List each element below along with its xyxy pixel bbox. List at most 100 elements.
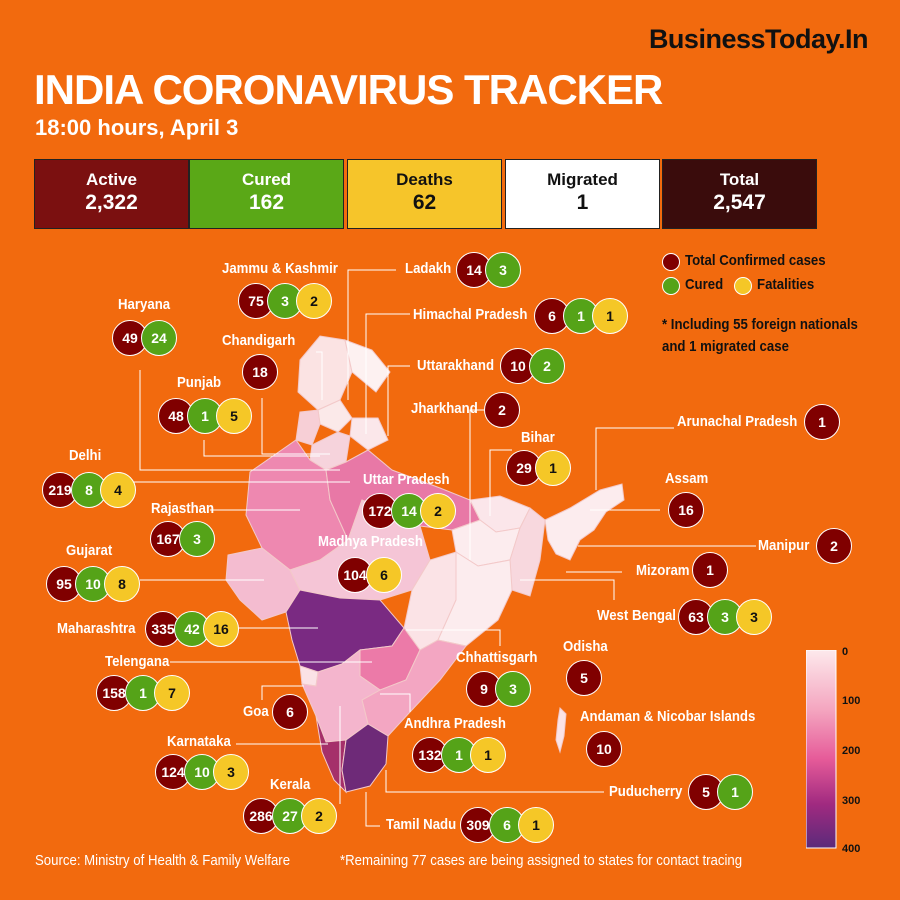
state-bubbles: 29 1 xyxy=(506,450,571,486)
state-name: Arunachal Pradesh xyxy=(677,413,798,430)
fatalities-count: 2 xyxy=(420,493,456,529)
state-bubbles: 172 14 2 xyxy=(362,493,456,529)
state-name: Puducherry xyxy=(609,783,683,800)
state-name: Uttarakhand xyxy=(417,357,495,374)
state-bubbles: 14 3 xyxy=(456,252,521,288)
state-bubbles: 95 10 8 xyxy=(46,566,140,602)
state-bubbles: 5 1 xyxy=(688,774,753,810)
state-bubbles: 75 3 2 xyxy=(238,283,332,319)
summary-value: 2,322 xyxy=(85,191,138,214)
confirmed-count: 1 xyxy=(692,552,728,588)
confirmed-count: 2 xyxy=(816,528,852,564)
source-note: Source: Ministry of Health & Family Welf… xyxy=(35,852,291,869)
region-odisha xyxy=(437,551,513,647)
state-bubbles: 10 xyxy=(586,731,622,767)
fatalities-count: 6 xyxy=(366,557,402,593)
confirmed-count: 16 xyxy=(668,492,704,528)
legend-confirmed-label: Total Confirmed cases xyxy=(685,252,826,269)
page-subtitle: 18:00 hours, April 3 xyxy=(35,115,239,140)
fatalities-count: 2 xyxy=(296,283,332,319)
cured-count: 24 xyxy=(141,320,177,356)
legend-cured-dot xyxy=(662,277,680,295)
region-northeast xyxy=(544,483,625,561)
fatalities-count: 16 xyxy=(203,611,239,647)
state-name: Uttar Pradesh xyxy=(363,471,450,488)
cured-count: 3 xyxy=(179,521,215,557)
state-name: Bihar xyxy=(521,429,555,446)
state-name: Punjab xyxy=(177,374,222,391)
summary-box-migrated: Migrated 1 xyxy=(505,159,660,229)
state-bubbles: 18 xyxy=(242,354,278,390)
cured-count: 8 xyxy=(71,472,107,508)
summary-label: Active xyxy=(85,170,138,189)
cured-count: 6 xyxy=(489,807,525,843)
scale-label: 300 xyxy=(842,795,861,807)
state-name: Chhattisgarh xyxy=(456,649,538,666)
state-bubbles: 9 3 xyxy=(466,671,531,707)
fatalities-count: 4 xyxy=(100,472,136,508)
legend-cured-label: Cured xyxy=(685,276,724,293)
state-bubbles: 2 xyxy=(816,528,852,564)
fatalities-count: 3 xyxy=(213,754,249,790)
confirmed-count: 5 xyxy=(566,660,602,696)
summary-box-active: Active 2,322 xyxy=(34,159,189,229)
summary-box-total: Total 2,547 xyxy=(662,159,817,229)
confirmed-count: 2 xyxy=(484,392,520,428)
legend-note: * Including 55 foreign nationals and 1 m… xyxy=(662,316,858,355)
region-punjab xyxy=(295,409,321,446)
cured-count: 1 xyxy=(717,774,753,810)
state-name: Maharashtra xyxy=(57,620,136,637)
confirmed-count: 132 xyxy=(412,737,448,773)
state-bubbles: 2 xyxy=(484,392,520,428)
state-bubbles: 5 xyxy=(566,660,602,696)
state-name: Tamil Nadu xyxy=(386,816,457,833)
state-name: Mizoram xyxy=(636,562,690,579)
summary-label: Total xyxy=(719,170,760,189)
legend-fatalities-dot xyxy=(734,277,752,295)
state-name: Madhya Pradesh xyxy=(318,533,423,550)
confirmed-count: 10 xyxy=(586,731,622,767)
state-name: Goa xyxy=(243,703,269,720)
confirmed-count: 1 xyxy=(804,404,840,440)
state-bubbles: 132 1 1 xyxy=(412,737,506,773)
state-bubbles: 1 xyxy=(804,404,840,440)
state-bubbles: 158 1 7 xyxy=(96,675,190,711)
confirmed-count: 14 xyxy=(456,252,492,288)
cured-count: 2 xyxy=(529,348,565,384)
state-name: Gujarat xyxy=(66,542,113,559)
state-bubbles: 6 xyxy=(272,694,308,730)
scale-label: 400 xyxy=(842,843,861,855)
state-bubbles: 124 10 3 xyxy=(155,754,249,790)
page-title: INDIA CORONAVIRUS TRACKER xyxy=(34,66,663,113)
state-bubbles: 309 6 1 xyxy=(460,807,554,843)
legend-fatalities-label: Fatalities xyxy=(757,276,815,293)
fatalities-count: 1 xyxy=(518,807,554,843)
scale-label: 200 xyxy=(842,745,861,757)
scale-label: 100 xyxy=(842,695,861,707)
summary-label: Migrated xyxy=(547,170,618,189)
state-bubbles: 48 1 5 xyxy=(158,398,252,434)
state-name: Kerala xyxy=(270,776,311,793)
state-bubbles: 6 1 1 xyxy=(534,298,628,334)
state-name: Karnataka xyxy=(167,733,231,750)
leader-lines xyxy=(93,269,756,827)
state-name: Manipur xyxy=(758,537,810,554)
confirmed-count: 5 xyxy=(688,774,724,810)
fatalities-count: 2 xyxy=(301,798,337,834)
state-bubbles: 1 xyxy=(692,552,728,588)
fatalities-count: 5 xyxy=(216,398,252,434)
state-bubbles: 16 xyxy=(668,492,704,528)
state-bubbles: 63 3 3 xyxy=(678,599,772,635)
region-jammu-kashmir xyxy=(297,335,353,411)
legend-confirmed-dot xyxy=(662,253,680,271)
summary-value: 1 xyxy=(576,191,589,214)
state-name: Haryana xyxy=(118,296,171,313)
confirmed-count: 18 xyxy=(242,354,278,390)
state-bubbles: 219 8 4 xyxy=(42,472,136,508)
summary-box-cured: Cured 162 xyxy=(189,159,344,229)
color-scale-bar xyxy=(806,650,837,849)
summary-box-deaths: Deaths 62 xyxy=(347,159,502,229)
state-bubbles: 49 24 xyxy=(112,320,177,356)
summary-value: 2,547 xyxy=(713,191,766,214)
fatalities-count: 1 xyxy=(535,450,571,486)
